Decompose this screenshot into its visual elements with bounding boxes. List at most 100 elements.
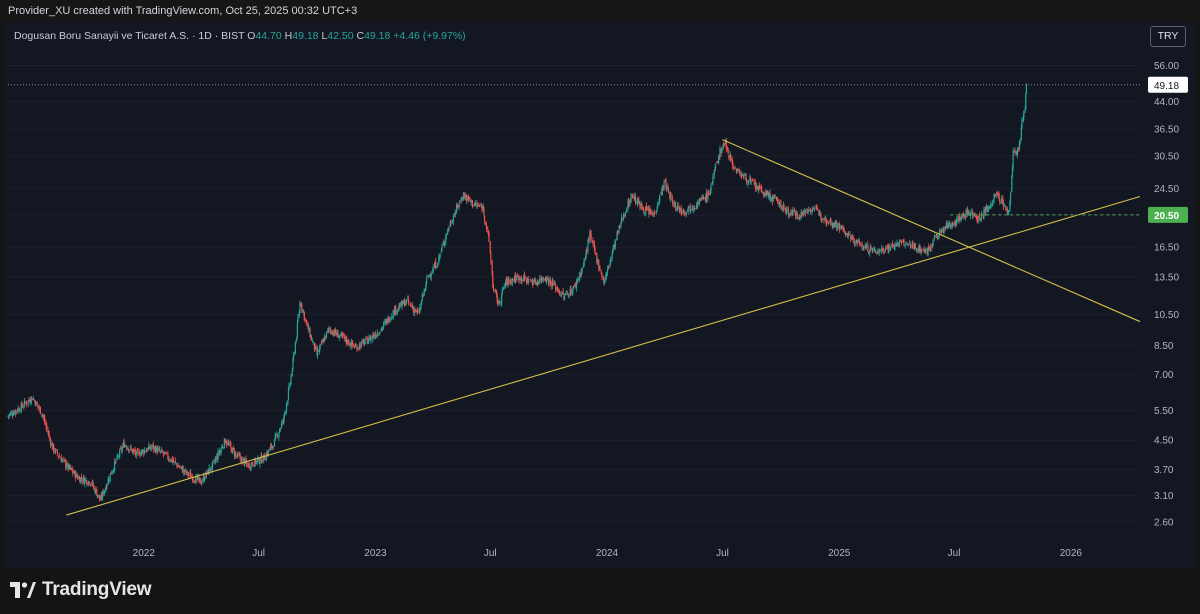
candle-body xyxy=(591,240,594,242)
candle-body xyxy=(18,408,21,411)
candle-body xyxy=(860,242,862,245)
candle-body xyxy=(414,309,416,314)
open-value: 44.70 xyxy=(255,30,282,42)
candle-body xyxy=(905,243,907,246)
candle-body xyxy=(374,335,376,338)
tradingview-logo[interactable]: TradingView xyxy=(10,579,152,601)
candle-body xyxy=(385,319,387,323)
candle-body xyxy=(251,462,253,465)
candle-body xyxy=(641,203,643,210)
candle-body xyxy=(294,352,296,355)
candle-body xyxy=(709,192,711,195)
candle-body xyxy=(497,301,499,304)
candle-body xyxy=(830,218,832,224)
candle-body xyxy=(145,450,147,453)
candle-body xyxy=(844,232,847,236)
candle-body xyxy=(817,209,819,211)
y-tick-label: 7.00 xyxy=(1154,370,1174,381)
candle-body xyxy=(203,475,205,481)
candle-body xyxy=(602,276,604,278)
candle-body xyxy=(903,239,905,246)
candle-body xyxy=(749,177,751,183)
candle-body xyxy=(686,210,689,212)
candle-body xyxy=(110,472,113,475)
candle-body xyxy=(107,478,109,485)
candle-body xyxy=(894,242,896,247)
candle-body xyxy=(615,238,618,240)
candle-body xyxy=(318,347,321,352)
candle-body xyxy=(416,310,418,312)
x-tick-label: 2026 xyxy=(1060,548,1083,559)
candle-body xyxy=(194,481,196,483)
price-chart[interactable]: 56.00 44.00 36.50 30.50 24.50 20.50 16.50 13.50… xyxy=(0,0,1200,568)
candle-body xyxy=(23,400,26,406)
candle-body xyxy=(713,171,715,176)
candle-body xyxy=(389,320,391,322)
candle-body xyxy=(397,308,399,312)
candle-body xyxy=(1011,176,1013,192)
candle-body xyxy=(367,341,370,345)
candle-body xyxy=(865,244,868,247)
candle-body xyxy=(532,282,534,286)
candle-body xyxy=(690,209,692,211)
candle-body xyxy=(851,237,853,241)
candle-body xyxy=(332,332,335,335)
candle-body xyxy=(565,293,567,295)
candle-body xyxy=(454,212,456,216)
candle-body xyxy=(350,341,352,347)
candle-body xyxy=(275,434,277,438)
candle-body xyxy=(170,458,172,463)
candle-body xyxy=(601,273,603,278)
candle-body xyxy=(61,459,64,461)
candle-body xyxy=(220,449,222,453)
candle-body xyxy=(128,449,130,451)
candle-body xyxy=(829,221,831,222)
candle-body xyxy=(843,229,845,232)
candle-body xyxy=(272,447,274,449)
candle-body xyxy=(738,169,740,172)
candle-body xyxy=(898,243,900,247)
candle-body xyxy=(771,196,773,199)
candle-body xyxy=(1024,108,1026,111)
candle-body xyxy=(242,457,245,459)
candle-body xyxy=(954,221,956,225)
candle-body xyxy=(916,249,918,251)
candle-body xyxy=(989,206,991,208)
candle-body xyxy=(271,445,274,449)
candle-body xyxy=(212,461,214,463)
candle-body xyxy=(846,233,849,235)
candle-body xyxy=(567,293,569,295)
candle-body xyxy=(492,285,495,290)
candle-body xyxy=(34,401,36,406)
tradingview-mark-icon xyxy=(10,582,36,598)
candle-body xyxy=(537,281,539,285)
candle-body xyxy=(923,249,925,253)
candle-body xyxy=(798,217,800,219)
candle-body xyxy=(133,449,135,451)
candle-body xyxy=(118,455,120,457)
candle-body xyxy=(254,458,257,464)
candle-body xyxy=(720,149,722,154)
candle-body xyxy=(793,209,795,211)
candle-body xyxy=(7,415,9,417)
candle-body xyxy=(1008,210,1010,214)
candle-body xyxy=(691,208,693,210)
candle-body xyxy=(733,167,736,169)
candle-body xyxy=(467,196,469,201)
candle-body xyxy=(730,155,732,160)
candle-body xyxy=(426,277,428,281)
candle-body xyxy=(652,213,654,215)
candle-body xyxy=(258,458,260,464)
candle-body xyxy=(974,215,976,217)
candle-body xyxy=(636,198,639,205)
candle-body xyxy=(383,323,385,328)
candle-body xyxy=(299,302,301,314)
candle-body xyxy=(96,489,98,497)
candle-body xyxy=(44,417,46,424)
candle-body xyxy=(725,140,727,149)
candle-body xyxy=(198,477,200,481)
candle-body xyxy=(361,340,363,344)
candle-body xyxy=(560,294,562,297)
currency-button[interactable]: TRY xyxy=(1150,26,1186,47)
candle-body xyxy=(647,209,649,211)
